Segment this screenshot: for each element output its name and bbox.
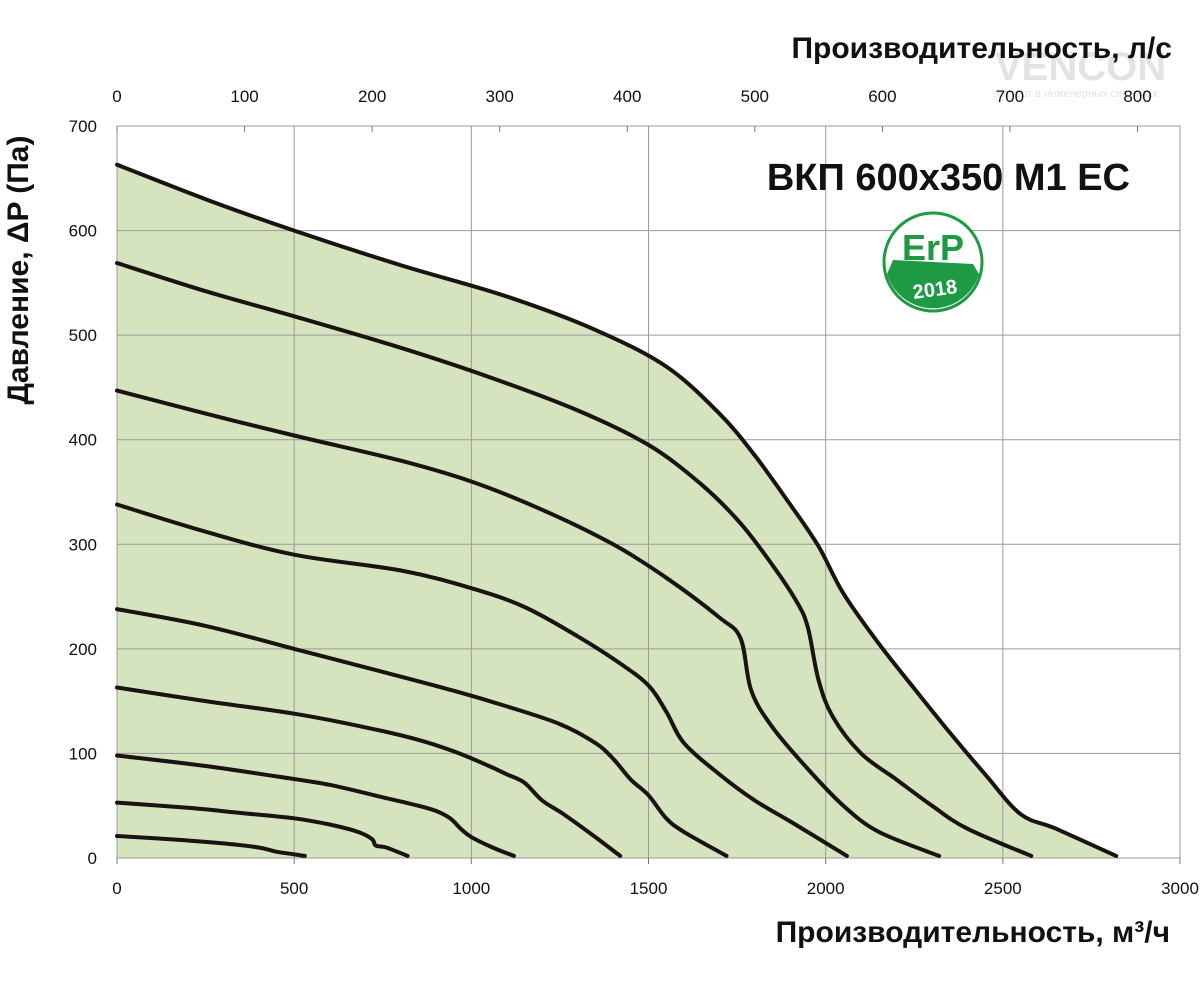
top-x-tick-label: 500 [741,87,769,106]
top-x-tick-label: 400 [613,87,641,106]
x-tick-label: 1000 [452,879,490,898]
y-tick-label: 600 [69,222,97,241]
top-x-axis-title: Производительность, л/с [791,32,1172,65]
y-tick-label: 300 [69,535,97,554]
vencon-watermark-logo: VENCON эксперт в инженерных системах [993,45,1166,100]
y-tick-label: 0 [88,849,97,868]
x-tick-label: 3000 [1161,879,1199,898]
x-tick-label: 2500 [984,879,1022,898]
y-tick-label: 500 [69,326,97,345]
top-x-tick-label: 0 [112,87,121,106]
y-tick-label: 200 [69,640,97,659]
top-x-tick-label: 800 [1123,87,1151,106]
watermark-logo-tagline: эксперт в инженерных системах [993,88,1158,100]
chart-title: ВКП 600x350 M1 EC [767,157,1130,199]
y-axis-title: Давление, ΔP (Па) [2,136,35,405]
badge-lower-band [887,260,979,309]
performance-curve-7 [115,753,516,858]
x-axis-title: Производительность, м³/ч [776,916,1170,949]
x-tick-label: 2000 [807,879,845,898]
top-x-tick-label: 600 [868,87,896,106]
top-x-tick-label: 200 [358,87,386,106]
performance-curve-1 [115,162,1119,858]
performance-curve-9 [115,834,307,858]
y-tick-label: 400 [69,431,97,450]
y-tick-label: 100 [69,744,97,763]
erp-2018-badge: ErP 2018 [882,211,984,313]
badge-top-text: ErP [902,227,964,268]
top-x-tick-label: 700 [996,87,1024,106]
y-axis-ticks: 0 100 200 300 400 500 600 700 [69,117,97,868]
y-tick-label: 700 [69,117,97,136]
performance-curve-6 [115,685,623,858]
x-tick-label: 500 [280,879,308,898]
performance-curve-4 [115,502,849,858]
performance-curves [115,162,1119,858]
performance-curve-5 [115,607,729,858]
performance-curve-8 [115,800,410,858]
x-tick-label: 1500 [630,879,668,898]
top-x-tick-label: 100 [230,87,258,106]
performance-curve-2 [115,261,1034,858]
x-axis-ticks: 0 500 1000 1500 2000 2500 3000 [112,879,1199,898]
performance-curve-3 [115,388,942,858]
top-x-axis-ticks: 0 100 200 300 400 500 600 700 800 [112,87,1151,106]
watermark-logo-text: VENCON [995,45,1166,89]
top-x-tick-label: 300 [486,87,514,106]
x-tick-label: 0 [112,879,121,898]
